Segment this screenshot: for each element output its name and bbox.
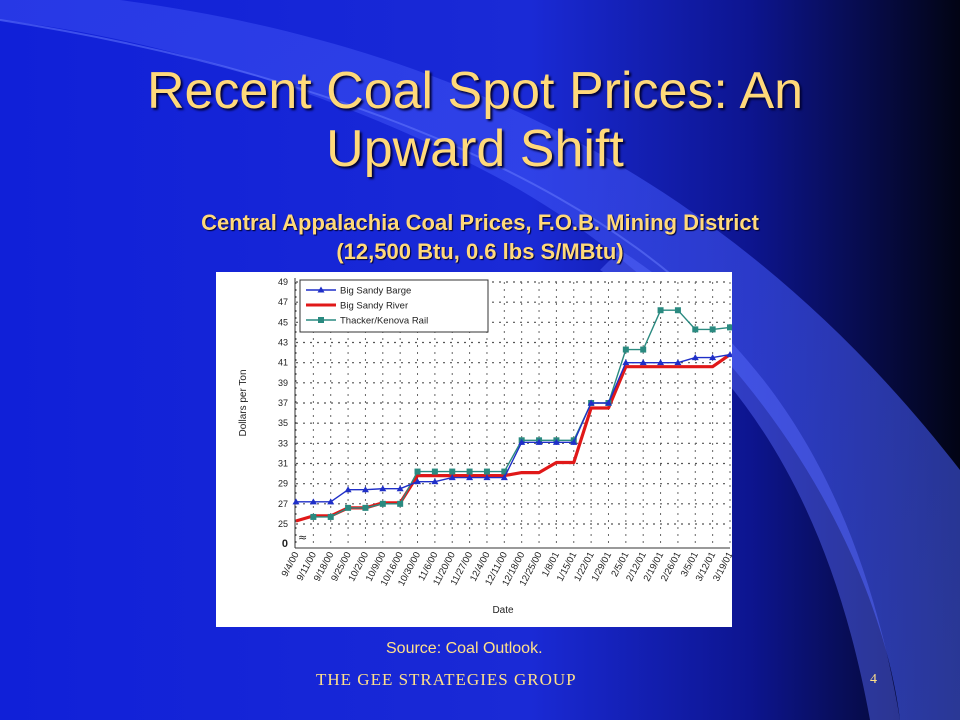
data-point-triangle [414, 478, 422, 485]
series-line-big-sandy-river [295, 353, 731, 523]
page-number: 4 [870, 672, 877, 687]
data-point-triangle [639, 359, 647, 366]
chart-caption-line2: (12,500 Btu, 0.6 lbs S/MBtu) [336, 239, 624, 264]
data-point-square [345, 504, 352, 511]
data-point-square [327, 513, 334, 520]
data-point-triangle [448, 474, 456, 481]
data-point-triangle [622, 359, 630, 366]
data-point-triangle [327, 498, 335, 505]
data-point-triangle [587, 399, 595, 406]
data-point-triangle [518, 438, 526, 445]
legend-label: Big Sandy Barge [340, 286, 411, 297]
data-point-triangle [674, 359, 682, 366]
data-point-square [692, 326, 699, 333]
legend-marker-triangle [317, 286, 325, 293]
data-point-square [414, 468, 421, 475]
data-point-square [501, 468, 508, 475]
y-axis-title: Dollars per Ton [238, 369, 249, 436]
data-point-triangle [431, 478, 439, 485]
y-tick-label: 27 [278, 499, 288, 509]
data-point-square [674, 307, 681, 314]
data-point-square [362, 504, 369, 511]
y-tick-label: 47 [278, 297, 288, 307]
data-point-triangle [726, 351, 732, 358]
data-point-triangle [691, 354, 699, 361]
data-point-triangle [309, 498, 317, 505]
data-point-triangle [500, 474, 508, 481]
source-note: Source: Coal Outlook. [386, 640, 543, 657]
chart-caption: Central Appalachia Coal Prices, F.O.B. M… [110, 208, 850, 266]
data-point-triangle [709, 354, 717, 361]
y-tick-label: 25 [278, 519, 288, 529]
chart-panel: 49 47 45 43 41 39 37 35 33 31 29 27 25 0 ≈9/4/00 9/11/0… [216, 272, 732, 627]
data-point-triangle [552, 438, 560, 445]
legend-marker-square [318, 317, 324, 323]
y-tick-label: 0 [282, 538, 288, 550]
data-point-triangle [657, 359, 665, 366]
y-tick-label: 41 [278, 358, 288, 368]
y-tick-label: 43 [278, 338, 288, 348]
data-point-square [397, 500, 404, 507]
data-point-square [483, 468, 490, 475]
data-point-triangle [535, 438, 543, 445]
data-point-square [379, 500, 386, 507]
data-point-square [622, 346, 629, 353]
data-point-square [709, 326, 716, 333]
data-point-square [310, 513, 317, 520]
x-axis-title: Date [492, 605, 514, 616]
y-tick-label: 33 [278, 438, 288, 448]
data-point-square [657, 307, 664, 314]
axis-break-icon: ≈ [298, 531, 307, 544]
y-tick-label: 29 [278, 479, 288, 489]
data-point-triangle [361, 486, 369, 493]
data-point-triangle [483, 474, 491, 481]
data-point-triangle [344, 486, 352, 493]
chart-caption-line1: Central Appalachia Coal Prices, F.O.B. M… [201, 210, 759, 235]
y-tick-label: 45 [278, 317, 288, 327]
chart-legend: Big Sandy Barge Big Sandy River Thacker/Ke… [299, 279, 489, 333]
data-point-triangle [570, 438, 578, 445]
data-point-triangle [466, 474, 474, 481]
y-tick-label: 37 [278, 398, 288, 408]
footer-company: THE GEE STRATEGIES GROUP [316, 670, 577, 689]
data-point-square [727, 324, 732, 331]
data-point-square [431, 468, 438, 475]
y-tick-label: 49 [278, 277, 288, 287]
data-point-square [640, 346, 647, 353]
series-line-big-sandy-barge [296, 353, 731, 503]
legend-label: Big Sandy River [340, 301, 408, 312]
data-point-triangle [292, 498, 300, 505]
data-point-triangle [379, 485, 387, 492]
data-point-triangle [604, 399, 612, 406]
slide-title-line1: Recent Coal Spot Prices: An [146, 62, 804, 120]
y-tick-label: 35 [278, 418, 288, 428]
slide-title: Recent Coal Spot Prices: An Upward Shift [60, 62, 890, 178]
slide-title-line2: Upward Shift [326, 120, 624, 178]
data-point-square [449, 468, 456, 475]
data-point-triangle [396, 485, 404, 492]
legend-label: Thacker/Kenova Rail [340, 316, 428, 327]
y-tick-label: 39 [278, 378, 288, 388]
y-tick-label: 31 [278, 459, 288, 469]
data-point-square [466, 468, 473, 475]
